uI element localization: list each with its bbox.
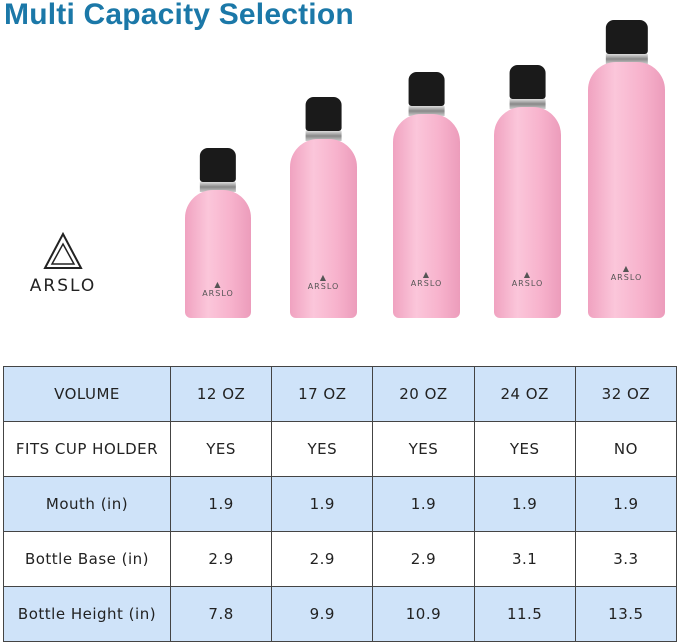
bottle-logo: ▲ ARSLO	[610, 264, 643, 283]
row-label: Bottle Base (in)	[3, 531, 171, 587]
bottle-body	[185, 190, 251, 318]
table-cell: 20 OZ	[372, 366, 475, 422]
bottle-cap	[199, 148, 237, 182]
brand-name: ARSLO	[29, 276, 97, 296]
table-row: FITS CUP HOLDER YES YES YES YES NO	[3, 421, 678, 477]
bottle-logo: ▲ ARSLO	[511, 269, 544, 288]
table-row: Mouth (in) 1.9 1.9 1.9 1.9 1.9	[3, 476, 678, 532]
table-cell: 1.9	[372, 476, 475, 532]
table-cell: 24 OZ	[473, 366, 576, 422]
row-label: VOLUME	[3, 366, 171, 422]
bottle-neck-ring	[605, 54, 648, 64]
table-cell: 1.9	[473, 476, 576, 532]
table-cell: 2.9	[169, 531, 273, 587]
table-cell: 13.5	[574, 586, 678, 642]
table-cell: YES	[473, 421, 576, 477]
bottle-logo: ▲ ARSLO	[410, 270, 443, 289]
bottle-cap	[605, 20, 648, 54]
table-cell: 32 OZ	[574, 366, 678, 422]
table-cell: 1.9	[574, 476, 678, 532]
table-cell: 1.9	[271, 476, 374, 532]
capacity-table: VOLUME 12 OZ 17 OZ 20 OZ 24 OZ 32 OZ FITS CUP …	[3, 366, 678, 642]
table-cell: NO	[574, 421, 678, 477]
brand-logo: ARSLO	[18, 231, 108, 296]
table-cell: 12 OZ	[169, 366, 273, 422]
table-cell: 7.8	[169, 586, 273, 642]
bottle-5: ▲ ARSLO	[588, 20, 665, 318]
bottle-cap	[408, 72, 445, 106]
bottle-body	[494, 107, 561, 318]
bottle-2: ▲ ARSLO	[290, 97, 357, 318]
table-cell: YES	[169, 421, 273, 477]
bottle-body	[588, 62, 665, 318]
table-cell: 1.9	[169, 476, 273, 532]
bottle-neck-ring	[408, 106, 445, 116]
table-cell: 3.1	[473, 531, 576, 587]
table-cell: 2.9	[271, 531, 374, 587]
table-cell: 9.9	[271, 586, 374, 642]
table-cell: 2.9	[372, 531, 475, 587]
page-title: Multi Capacity Selection	[4, 0, 354, 31]
table-cell: YES	[372, 421, 475, 477]
table-cell: 10.9	[372, 586, 475, 642]
bottle-cap	[509, 65, 546, 99]
table-cell: YES	[271, 421, 374, 477]
row-label: FITS CUP HOLDER	[3, 421, 171, 477]
triangle-logo-icon	[43, 231, 83, 269]
row-label: Bottle Height (in)	[3, 586, 171, 642]
table-cell: 17 OZ	[271, 366, 374, 422]
bottle-4: ▲ ARSLO	[494, 65, 561, 318]
bottle-neck-ring	[199, 182, 237, 192]
bottle-logo: ▲ ARSLO	[307, 273, 340, 292]
bottle-neck-ring	[305, 131, 342, 141]
bottle-logo: ▲ ARSLO	[202, 279, 234, 298]
bottle-neck-ring	[509, 99, 546, 109]
bottle-3: ▲ ARSLO	[393, 72, 460, 318]
table-row: Bottle Height (in) 7.8 9.9 10.9 11.5 13.5	[3, 586, 678, 642]
bottle-body	[290, 139, 357, 318]
table-row: VOLUME 12 OZ 17 OZ 20 OZ 24 OZ 32 OZ	[3, 366, 678, 422]
bottle-body	[393, 114, 460, 318]
row-label: Mouth (in)	[3, 476, 171, 532]
bottle-1: ▲ ARSLO	[185, 148, 251, 318]
bottle-cap	[305, 97, 342, 131]
table-cell: 3.3	[574, 531, 678, 587]
table-row: Bottle Base (in) 2.9 2.9 2.9 3.1 3.3	[3, 531, 678, 587]
table-cell: 11.5	[473, 586, 576, 642]
